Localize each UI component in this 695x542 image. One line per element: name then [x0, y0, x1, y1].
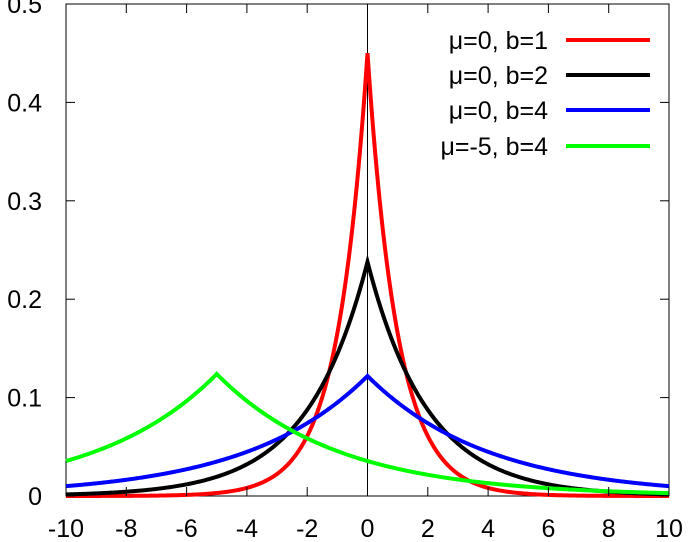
x-tick-label: -6 — [175, 515, 197, 542]
x-tick-label: -4 — [236, 515, 258, 542]
x-tick-label: -8 — [115, 515, 137, 542]
legend-label-1: μ=0, b=1 — [449, 27, 548, 55]
y-tick-label: 0.3 — [7, 188, 42, 216]
x-tick-label: 8 — [602, 515, 616, 542]
y-tick-label: 0 — [28, 483, 42, 511]
series-line-1 — [66, 53, 669, 498]
x-tick-label: 4 — [481, 515, 495, 542]
x-tick-label: -2 — [296, 515, 318, 542]
series-line-3 — [65, 373, 670, 489]
legend-label-3: μ=0, b=4 — [449, 97, 548, 125]
series-line-4 — [65, 371, 670, 496]
y-tick-label: 0.2 — [7, 286, 42, 314]
legend-label-4: μ=-5, b=4 — [440, 133, 548, 161]
x-tick-label: 0 — [361, 515, 375, 542]
x-tick-label: 6 — [541, 515, 555, 542]
x-tick-label: 2 — [421, 515, 435, 542]
x-tick-label: 10 — [655, 515, 683, 542]
y-tick-label: 0.1 — [7, 385, 42, 413]
x-tick-label: -10 — [48, 515, 84, 542]
y-tick-label: 0.4 — [7, 89, 42, 117]
y-tick-label: 0.5 — [7, 0, 42, 19]
legend-label-2: μ=0, b=2 — [449, 62, 548, 90]
